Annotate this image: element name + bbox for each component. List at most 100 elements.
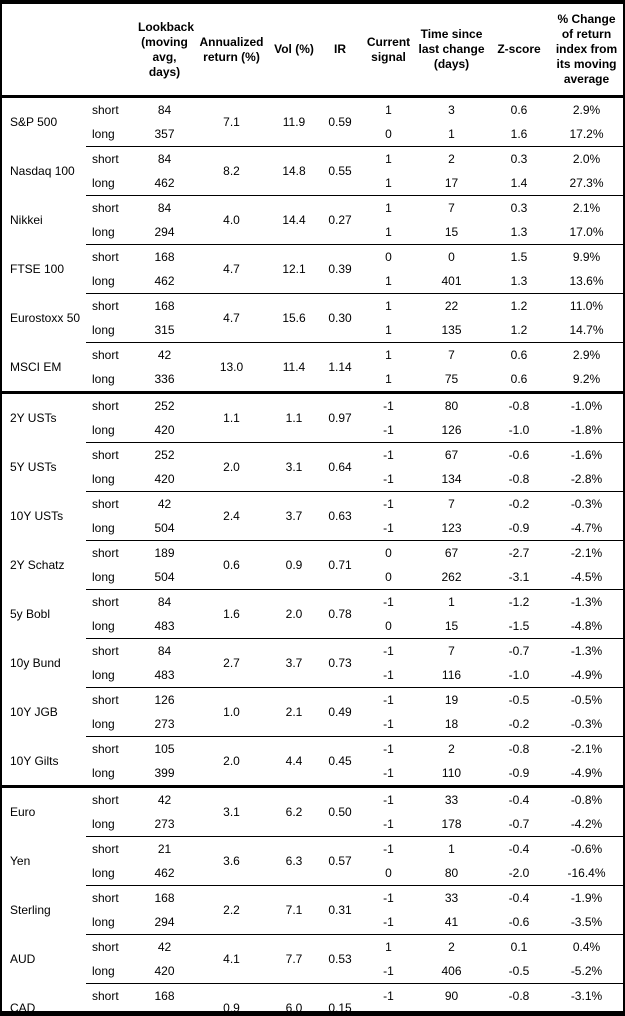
- ir-value: 0.27: [318, 195, 362, 245]
- time-since-value: 2: [415, 934, 488, 959]
- horizon-label: long: [92, 274, 115, 288]
- lookback-value: 462: [154, 274, 175, 288]
- instrument-name: Sterling: [10, 903, 51, 917]
- current-signal-value: -1: [383, 668, 394, 682]
- vol-value: 15.6: [270, 293, 318, 343]
- instrument-row-short: 2Y USTs short 252 1.1 1.1 0.97 -1 80 -0.8 -1.0%: [2, 391, 623, 443]
- lookback-value: 21: [136, 836, 193, 861]
- time-since-value: 496: [415, 1008, 488, 1011]
- z-score-value: -0.8: [488, 736, 550, 761]
- horizon-label: long: [92, 866, 115, 880]
- lookback-value: 42: [136, 785, 193, 812]
- current-signal-value: -1: [383, 423, 394, 437]
- current-signal-value: 1: [385, 103, 392, 117]
- current-signal-value: -1: [362, 836, 415, 861]
- z-score-value: 0.1: [488, 934, 550, 959]
- vol-value: 11.4: [270, 342, 318, 393]
- time-since-value: 90: [415, 983, 488, 1008]
- ir-value: 0.64: [318, 442, 362, 492]
- instrument-row-long: long 462 0 80 -2.0 -16.4%: [2, 861, 623, 886]
- pct-change-value: 0.4%: [550, 934, 623, 959]
- z-score-value: -0.5: [488, 687, 550, 712]
- ir-value: 0.59: [328, 115, 352, 129]
- pct-change-value: -1.8%: [570, 423, 603, 437]
- lookback-value: 483: [154, 668, 175, 682]
- instrument-row-long: long 399 -1 110 -0.9 -4.9%: [2, 761, 623, 787]
- vol-value: 0.9: [270, 540, 318, 590]
- z-score-value: -0.6: [488, 442, 550, 467]
- horizon-label: short: [86, 391, 136, 418]
- horizon-label: short: [92, 103, 119, 117]
- pct-change-value: 14.7%: [569, 323, 604, 337]
- horizon-label: long: [92, 225, 115, 239]
- instrument-row-short: Nikkei short 84 4.0 14.4 0.27 1 7 0.3 2.1%: [2, 195, 623, 245]
- annualized-return-value: 2.4: [193, 491, 270, 541]
- horizon-label: long: [92, 964, 115, 978]
- horizon-label: short: [86, 785, 136, 812]
- pct-change-value: -0.6%: [550, 836, 623, 861]
- instrument-row-short: Eurostoxx 50 short 168 4.7 15.6 0.30 1 22 1.2 11.…: [2, 293, 623, 343]
- time-since-value: 15: [444, 225, 459, 239]
- pct-change-value: 27.3%: [569, 176, 604, 190]
- current-signal-value: 0: [362, 540, 415, 565]
- instrument-row-long: long 483 -1 116 -1.0 -4.9%: [2, 663, 623, 688]
- z-score-value: -0.8: [488, 983, 550, 1008]
- z-score-value: 1.3: [510, 225, 528, 239]
- z-score-value: -1.5: [508, 619, 530, 633]
- instrument-row-short: 10Y JGB short 126 1.0 2.1 0.49 -1 19 -0.5 -0.5%: [2, 687, 623, 737]
- lookback-value: 462: [154, 866, 175, 880]
- time-since-value: 75: [444, 372, 459, 386]
- ir-value: 1.14: [318, 342, 362, 393]
- pct-change-value: -1.3%: [550, 638, 623, 663]
- annualized-return-value: 8.2: [193, 146, 270, 196]
- lookback-value: 252: [136, 442, 193, 467]
- column-header-lookback: Lookback (moving avg, days): [136, 4, 194, 98]
- pct-change-value: -1.6%: [550, 442, 623, 467]
- instrument-row-short: S&P 500 short 84 7.1 11.9 0.59 1 3 0.6 2.9%: [2, 97, 623, 129]
- time-since-value: 1: [415, 836, 488, 861]
- z-score-value: -0.7: [508, 817, 530, 831]
- lookback-value: 273: [154, 817, 175, 831]
- lookback-value: 84: [136, 589, 193, 614]
- time-since-value: 15: [444, 619, 459, 633]
- horizon-label: short: [86, 146, 136, 171]
- instrument-name: 10Y JGB: [10, 705, 58, 719]
- time-since-value: 134: [441, 472, 462, 486]
- time-since-value: 67: [415, 442, 488, 467]
- z-score-value: 0.3: [488, 195, 550, 220]
- instrument-row-short: CAD short 168 0.9 6.0 0.15 -1 90 -0.8 -3.1%: [2, 983, 623, 1011]
- column-header-z-score: Z-score: [488, 4, 550, 98]
- pct-change-value: -5.2%: [570, 964, 603, 978]
- time-since-value: 80: [444, 866, 459, 880]
- horizon-label: short: [86, 540, 136, 565]
- annualized-return-value: 13.0: [193, 342, 270, 393]
- pct-change-value: -1.3%: [550, 589, 623, 614]
- time-since-value: 19: [415, 687, 488, 712]
- momentum-signals-table: Lookback (moving avg, days) Annualized r…: [2, 4, 623, 1011]
- instrument-name: Eurostoxx 50: [10, 311, 81, 325]
- time-since-value: 67: [415, 540, 488, 565]
- current-signal-value: 1: [362, 146, 415, 171]
- time-since-value: 178: [441, 817, 462, 831]
- z-score-value: -0.6: [508, 915, 530, 929]
- time-since-value: 126: [441, 423, 462, 437]
- instrument-name: 2Y USTs: [2, 391, 86, 443]
- annualized-return-value: 7.1: [223, 115, 240, 129]
- instrument-row-short: 5y Bobl short 84 1.6 2.0 0.78 -1 1 -1.2 -1.3%: [2, 589, 623, 639]
- time-since-value: 22: [415, 293, 488, 318]
- lookback-value: 105: [136, 736, 193, 761]
- instrument-name: 10y Bund: [10, 656, 61, 670]
- instrument-name: Yen: [10, 854, 31, 868]
- time-since-value: 3: [448, 103, 455, 117]
- time-since-value: 80: [415, 391, 488, 418]
- z-score-value: 1.5: [488, 244, 550, 269]
- vol-value: 14.8: [270, 146, 318, 196]
- vol-value: 1.1: [270, 391, 318, 443]
- instrument-name: 2Y Schatz: [10, 558, 65, 572]
- horizon-label: long: [92, 817, 115, 831]
- z-score-value: -0.7: [488, 638, 550, 663]
- lookback-value: 126: [136, 687, 193, 712]
- pct-change-value: 17.0%: [569, 225, 604, 239]
- horizon-label: short: [86, 934, 136, 959]
- instrument-row-long: long 504 -1 123 -0.9 -4.7%: [2, 516, 623, 541]
